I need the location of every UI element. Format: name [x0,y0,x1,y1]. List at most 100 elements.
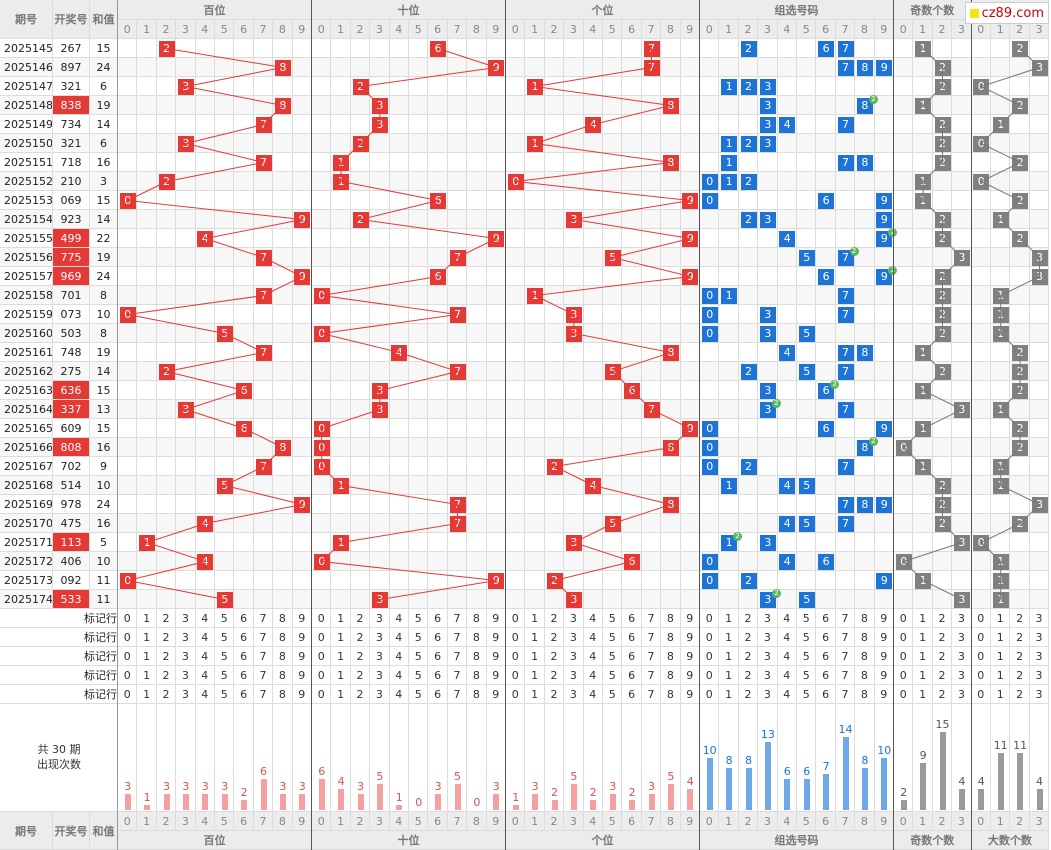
mark-digit[interactable]: 4 [195,628,215,647]
mark-digit[interactable]: 3 [758,666,778,685]
mark-digit[interactable]: 7 [641,647,662,666]
mark-digit[interactable]: 1 [525,628,545,647]
mark-digit[interactable]: 1 [331,685,351,704]
mark-digit[interactable]: 7 [253,685,274,704]
mark-digit[interactable]: 8 [273,685,293,704]
mark-digit[interactable]: 0 [312,685,332,704]
mark-digit[interactable]: 6 [428,628,448,647]
mark-digit[interactable]: 8 [467,628,487,647]
mark-digit[interactable]: 7 [253,628,274,647]
mark-digit[interactable]: 3 [176,666,196,685]
mark-digit[interactable]: 2 [1010,628,1030,647]
mark-digit[interactable]: 2 [156,609,177,628]
mark-digit[interactable]: 8 [661,647,681,666]
mark-digit[interactable]: 7 [447,628,468,647]
mark-digit[interactable]: 0 [118,628,138,647]
mark-digit[interactable]: 2 [544,628,565,647]
mark-digit[interactable]: 3 [370,628,390,647]
mark-digit[interactable]: 2 [1010,609,1030,628]
mark-digit[interactable]: 6 [234,628,254,647]
mark-digit[interactable]: 2 [350,666,371,685]
mark-digit[interactable]: 3 [1029,666,1050,685]
mark-digit[interactable]: 9 [486,685,506,704]
mark-digit[interactable]: 0 [506,628,526,647]
mark-digit[interactable]: 3 [1029,647,1050,666]
mark-digit[interactable]: 3 [176,628,196,647]
mark-digit[interactable]: 6 [816,628,836,647]
mark-digit[interactable]: 4 [583,666,603,685]
mark-digit[interactable]: 9 [874,647,894,666]
mark-digit[interactable]: 3 [176,685,196,704]
mark-digit[interactable]: 2 [544,666,565,685]
mark-digit[interactable]: 6 [816,685,836,704]
mark-digit[interactable]: 8 [467,666,487,685]
mark-digit[interactable]: 0 [971,685,991,704]
mark-digit[interactable]: 1 [719,685,739,704]
mark-digit[interactable]: 2 [350,647,371,666]
mark-digit[interactable]: 0 [700,647,720,666]
mark-digit[interactable]: 1 [137,647,157,666]
mark-digit[interactable]: 7 [835,666,856,685]
mark-digit[interactable]: 7 [835,685,856,704]
mark-digit[interactable]: 5 [603,609,623,628]
mark-digit[interactable]: 1 [991,647,1011,666]
mark-digit[interactable]: 7 [641,666,662,685]
mark-digit[interactable]: 6 [622,666,642,685]
mark-digit[interactable]: 2 [156,666,177,685]
mark-digit[interactable]: 1 [525,609,545,628]
mark-digit[interactable]: 6 [622,647,642,666]
mark-digit[interactable]: 7 [641,628,662,647]
mark-digit[interactable]: 3 [564,647,584,666]
mark-digit[interactable]: 9 [292,685,312,704]
mark-digit[interactable]: 6 [234,647,254,666]
mark-digit[interactable]: 8 [855,666,875,685]
mark-digit[interactable]: 5 [603,647,623,666]
mark-digit[interactable]: 0 [506,647,526,666]
mark-digit[interactable]: 7 [641,609,662,628]
mark-digit[interactable]: 1 [525,666,545,685]
mark-digit[interactable]: 8 [273,628,293,647]
mark-digit[interactable]: 0 [700,685,720,704]
mark-digit[interactable]: 3 [758,609,778,628]
mark-digit[interactable]: 5 [409,647,429,666]
mark-digit[interactable]: 7 [835,628,856,647]
mark-digit[interactable]: 6 [234,685,254,704]
mark-digit[interactable]: 5 [409,628,429,647]
mark-digit[interactable]: 4 [389,609,409,628]
mark-digit[interactable]: 1 [525,685,545,704]
mark-digit[interactable]: 6 [428,685,448,704]
mark-digit[interactable]: 9 [486,609,506,628]
mark-digit[interactable]: 1 [991,609,1011,628]
mark-digit[interactable]: 2 [544,609,565,628]
mark-digit[interactable]: 4 [195,647,215,666]
mark-digit[interactable]: 5 [409,666,429,685]
mark-digit[interactable]: 4 [583,685,603,704]
mark-digit[interactable]: 4 [777,685,797,704]
mark-digit[interactable]: 4 [583,628,603,647]
mark-digit[interactable]: 7 [835,647,856,666]
mark-digit[interactable]: 9 [680,647,700,666]
mark-digit[interactable]: 1 [331,647,351,666]
mark-digit[interactable]: 1 [991,666,1011,685]
mark-digit[interactable]: 8 [855,647,875,666]
mark-digit[interactable]: 0 [894,628,914,647]
mark-digit[interactable]: 3 [758,647,778,666]
mark-digit[interactable]: 1 [913,628,933,647]
mark-digit[interactable]: 5 [603,685,623,704]
mark-digit[interactable]: 0 [894,609,914,628]
mark-digit[interactable]: 7 [835,609,856,628]
mark-digit[interactable]: 5 [797,647,817,666]
mark-digit[interactable]: 9 [680,628,700,647]
site-logo[interactable]: cz89.com [964,2,1049,24]
mark-digit[interactable]: 2 [350,685,371,704]
mark-digit[interactable]: 8 [855,609,875,628]
mark-digit[interactable]: 0 [971,628,991,647]
mark-digit[interactable]: 5 [797,666,817,685]
mark-digit[interactable]: 0 [971,609,991,628]
mark-digit[interactable]: 8 [661,666,681,685]
mark-digit[interactable]: 5 [409,685,429,704]
mark-digit[interactable]: 3 [1029,685,1050,704]
mark-digit[interactable]: 8 [273,666,293,685]
mark-digit[interactable]: 2 [932,666,953,685]
mark-digit[interactable]: 5 [215,609,235,628]
